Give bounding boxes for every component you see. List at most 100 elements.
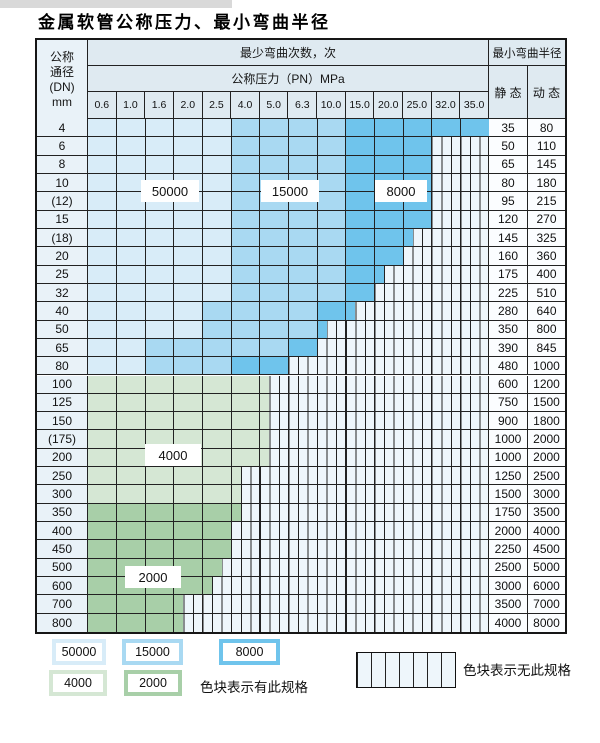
column-grid-line bbox=[459, 522, 461, 540]
table-row: 50 350 800 bbox=[37, 320, 565, 339]
column-grid-line bbox=[202, 485, 204, 503]
dn-cell: (18) bbox=[37, 228, 88, 247]
column-grid-line bbox=[431, 265, 433, 283]
column-grid-line bbox=[116, 558, 118, 577]
column-grid-line bbox=[202, 503, 204, 522]
column-grid-line bbox=[259, 467, 261, 485]
column-grid-line bbox=[259, 338, 261, 357]
table-body: 4 35 80 6 50 110 8 65 145 10 80 180 (12) 95 215 15 120 27… bbox=[37, 119, 565, 632]
static-value-cell: 2500 bbox=[489, 558, 527, 577]
column-grid-line bbox=[202, 192, 204, 210]
column-grid-line bbox=[402, 228, 404, 247]
column-grid-line bbox=[288, 522, 289, 540]
dynamic-value-cell: 3000 bbox=[527, 485, 565, 503]
pressure-col-header: 0.6 bbox=[94, 99, 110, 111]
column-grid-line bbox=[345, 192, 347, 210]
column-grid-line bbox=[173, 137, 175, 155]
column-grid-line bbox=[459, 320, 461, 338]
table-row: 700 3500 7000 bbox=[37, 595, 565, 614]
column-grid-line bbox=[144, 119, 146, 137]
column-grid-line bbox=[373, 228, 375, 247]
pressure-col-header: 15.0 bbox=[344, 92, 374, 118]
column-grid-line bbox=[316, 228, 318, 247]
static-value-cell: 80 bbox=[489, 173, 527, 192]
column-grid-line bbox=[173, 155, 175, 173]
column-grid-line bbox=[459, 430, 461, 448]
pressure-col-header: 2.5 bbox=[201, 92, 231, 118]
column-grid-line bbox=[288, 210, 289, 228]
column-grid-line bbox=[173, 412, 175, 430]
column-grid-line bbox=[230, 412, 232, 430]
dynamic-value-cell: 5000 bbox=[527, 558, 565, 577]
column-grid-line bbox=[116, 485, 118, 503]
pressure-band bbox=[88, 393, 489, 412]
column-grid-line bbox=[288, 503, 289, 522]
column-grid-line bbox=[288, 119, 289, 137]
column-grid-line bbox=[259, 247, 261, 265]
legend-has-spec-text: 色块表示有此规格 bbox=[200, 680, 308, 695]
table-row: 500 2500 5000 bbox=[37, 558, 565, 578]
column-grid-line bbox=[431, 338, 433, 357]
static-value-cell: 225 bbox=[489, 283, 527, 302]
pressure-band bbox=[88, 595, 489, 613]
column-grid-line bbox=[202, 522, 204, 540]
column-grid-line bbox=[230, 540, 232, 558]
column-grid-line bbox=[345, 540, 347, 558]
column-grid-line bbox=[431, 577, 433, 595]
colored-segment bbox=[345, 210, 432, 228]
static-value-cell: 1250 bbox=[489, 467, 527, 485]
column-grid-line bbox=[345, 503, 347, 522]
static-value-cell: 1750 bbox=[489, 503, 527, 522]
pressure-band bbox=[88, 265, 489, 283]
dynamic-value-cell: 6000 bbox=[527, 577, 565, 595]
column-grid-line bbox=[316, 558, 318, 577]
column-grid-line bbox=[373, 192, 375, 210]
dn-cell: 8 bbox=[37, 155, 88, 173]
column-grid-line bbox=[116, 302, 118, 320]
colored-segment bbox=[88, 613, 184, 632]
column-grid-line bbox=[230, 595, 232, 613]
column-grid-line bbox=[459, 375, 461, 393]
dn-cell: 65 bbox=[37, 338, 88, 357]
column-grid-line bbox=[431, 467, 433, 485]
column-grid-line bbox=[373, 485, 375, 503]
column-grid-line bbox=[173, 265, 175, 283]
pressure-band bbox=[88, 155, 489, 173]
legend-swatch-label: 50000 bbox=[56, 643, 102, 661]
colored-segment bbox=[317, 302, 356, 320]
dynamic-value-cell: 1500 bbox=[527, 393, 565, 412]
column-grid-line bbox=[202, 228, 204, 247]
dynamic-value-cell: 3500 bbox=[527, 503, 565, 522]
legend-swatch-label: 4000 bbox=[53, 674, 103, 692]
column-grid-line bbox=[173, 210, 175, 228]
radius-header: 最小弯曲半径 bbox=[489, 40, 565, 66]
column-grid-line bbox=[345, 577, 347, 595]
column-grid-line bbox=[116, 283, 118, 302]
column-grid-line bbox=[259, 540, 261, 558]
dynamic-value-cell: 4000 bbox=[527, 522, 565, 540]
column-grid-line bbox=[173, 338, 175, 357]
column-grid-line bbox=[144, 302, 146, 320]
colored-segment bbox=[88, 283, 232, 302]
static-value-cell: 65 bbox=[489, 155, 527, 173]
column-grid-line bbox=[345, 375, 347, 393]
table-row: 350 1750 3500 bbox=[37, 503, 565, 523]
column-grid-line bbox=[431, 430, 433, 448]
column-grid-line bbox=[144, 503, 146, 522]
column-grid-line bbox=[402, 412, 404, 430]
dynamic-value-cell: 1800 bbox=[527, 412, 565, 430]
dynamic-value-cell: 360 bbox=[527, 247, 565, 265]
column-grid-line bbox=[259, 430, 261, 448]
column-grid-line bbox=[316, 485, 318, 503]
pressure-col-header: 32.0 bbox=[430, 92, 460, 118]
column-grid-line bbox=[345, 119, 347, 137]
column-grid-line bbox=[316, 613, 318, 632]
column-grid-line bbox=[144, 320, 146, 338]
column-grid-line bbox=[202, 155, 204, 173]
column-grid-line bbox=[402, 338, 404, 357]
column-grid-line bbox=[431, 393, 433, 412]
column-grid-line bbox=[431, 357, 433, 375]
column-grid-line bbox=[173, 430, 175, 448]
dn-cell: 50 bbox=[37, 320, 88, 338]
